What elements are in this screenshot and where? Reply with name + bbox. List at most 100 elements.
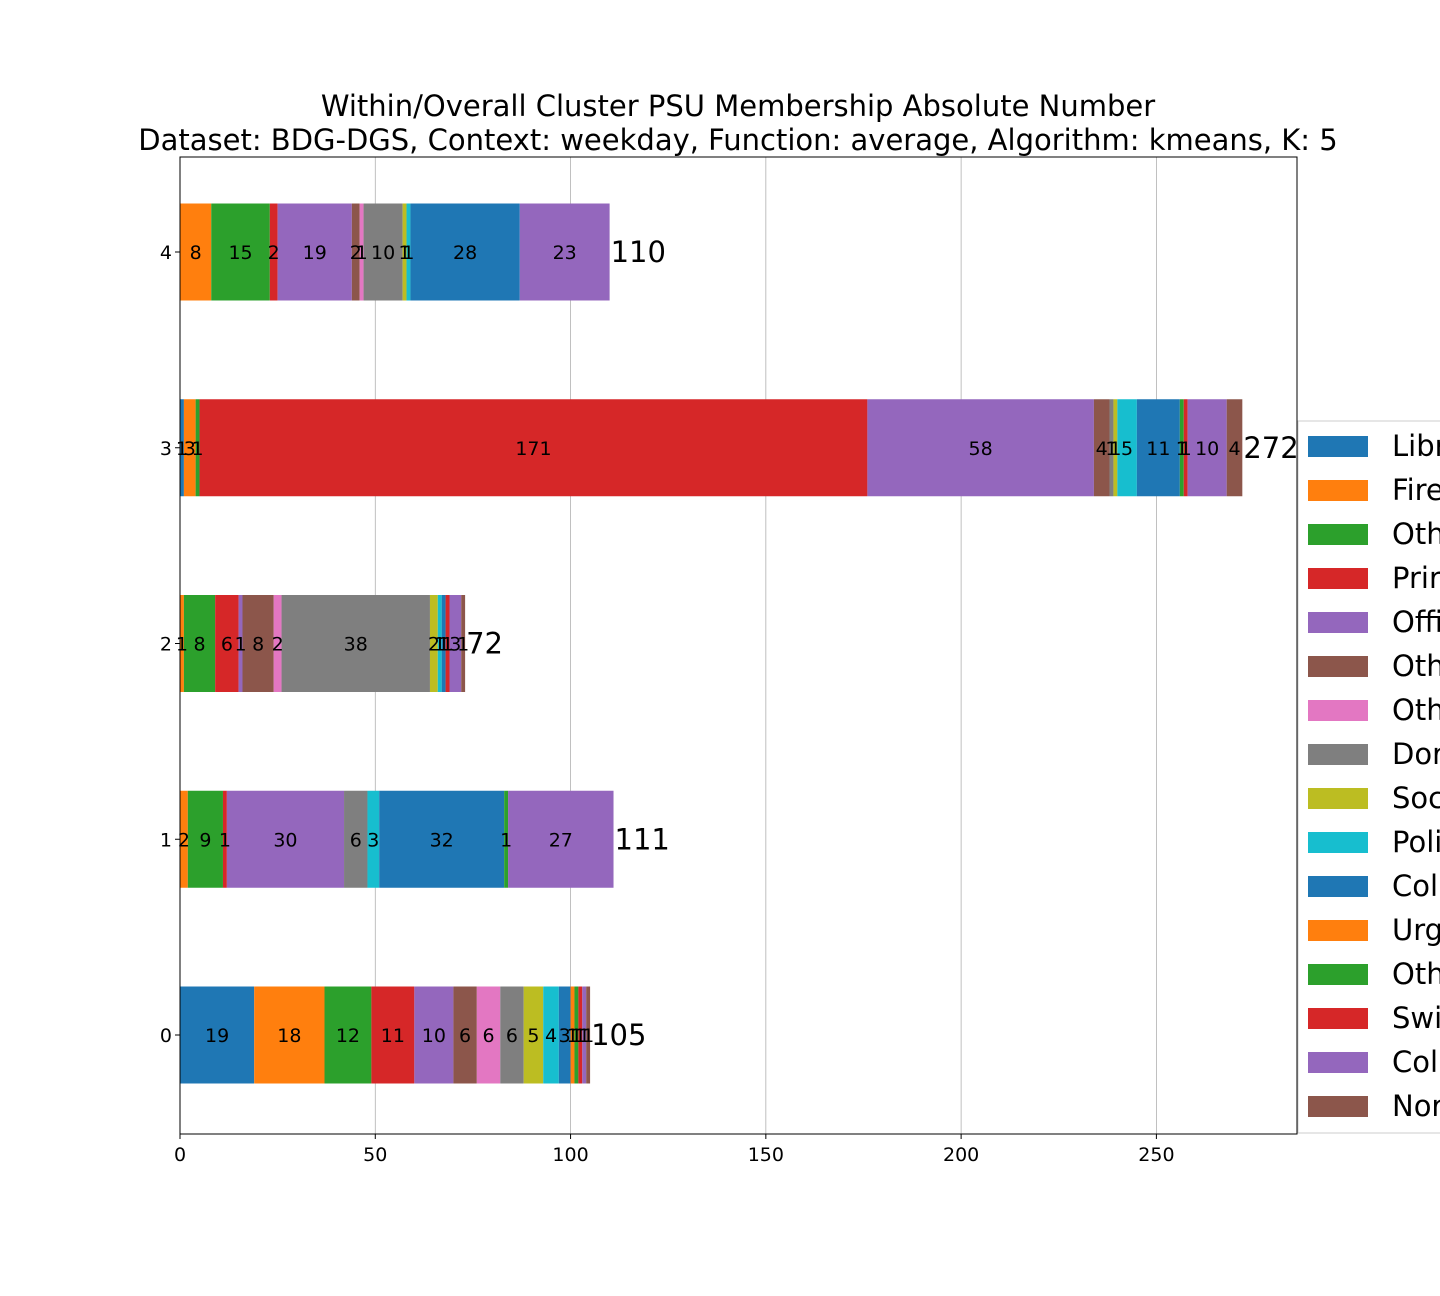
bar-segment	[222, 790, 227, 888]
segment-label: 6	[459, 1025, 471, 1047]
bar-total-label: 110	[611, 235, 666, 269]
bar-segment	[1136, 399, 1180, 497]
legend-swatch	[1308, 524, 1368, 545]
bar-segment	[367, 790, 380, 888]
bar-segment	[441, 595, 446, 692]
chart-title: Within/Overall Cluster PSU Membership Ab…	[321, 89, 1155, 123]
segment-label: 19	[303, 242, 327, 264]
bar-segment	[180, 790, 188, 888]
legend-label: Soc	[1392, 781, 1440, 815]
legend: Libr Fire Oth Prir Offi Oth Oth Dor Soc Poli Col Ur…	[1297, 420, 1440, 1134]
bar-segment	[410, 203, 520, 301]
segment-label: 1	[176, 634, 188, 656]
bar-segment	[215, 595, 239, 692]
bar-segment	[180, 986, 255, 1084]
bar-segment	[183, 595, 216, 692]
segment-label: 3	[449, 634, 461, 656]
x-axis-ticks: 0 50 100 150 200 250	[174, 1134, 1175, 1166]
segment-label: 4	[1228, 438, 1240, 460]
segment-label: 11	[1146, 438, 1170, 460]
segment-label: 8	[190, 242, 202, 264]
plot-frame	[179, 156, 1298, 1135]
y-tick-label: 3	[160, 438, 172, 460]
legend-swatch	[1308, 832, 1368, 853]
x-tick-label: 50	[363, 1144, 387, 1166]
segment-label: 1	[570, 1025, 582, 1047]
bar-segment	[504, 790, 509, 888]
legend-swatch	[1308, 612, 1368, 633]
segment-label: 30	[273, 829, 297, 851]
bar-segment	[351, 203, 360, 301]
bar-segment	[363, 203, 403, 301]
bar-segment	[187, 790, 223, 888]
bar-segment	[324, 986, 372, 1084]
bar-segment	[359, 203, 364, 301]
bar-segment	[371, 986, 415, 1084]
segment-label: 2	[268, 242, 280, 264]
bar-segment	[867, 399, 1094, 497]
legend-label: Poli	[1392, 825, 1440, 859]
bar-segment	[437, 595, 442, 692]
legend-swatch	[1308, 1008, 1368, 1029]
y-tick-label: 1	[160, 829, 172, 851]
legend-swatch	[1308, 744, 1368, 765]
legend-label: Urg	[1392, 913, 1440, 947]
bar-total-label: 111	[615, 822, 670, 856]
segment-label: 1	[234, 634, 246, 656]
y-tick-label: 0	[160, 1025, 172, 1047]
bar-segments	[180, 203, 1243, 1084]
bar-segment	[180, 595, 184, 692]
segment-label: 11	[381, 1025, 405, 1047]
segment-label: 3	[367, 829, 379, 851]
bar-segment	[254, 986, 325, 1084]
segment-label: 2	[178, 829, 190, 851]
segment-label: 2	[428, 634, 440, 656]
x-tick-label: 250	[1138, 1144, 1174, 1166]
segment-label: 171	[515, 438, 551, 460]
segment-label: 1	[438, 634, 450, 656]
segment-label: 8	[252, 634, 264, 656]
legend-label: Oth	[1392, 649, 1440, 683]
bar-segment	[281, 595, 430, 692]
segment-label: 1	[582, 1025, 594, 1047]
legend-label: Oth	[1392, 957, 1440, 991]
legend-swatch	[1308, 700, 1368, 721]
legend-label: Col	[1392, 869, 1438, 903]
bar-segment	[445, 595, 450, 692]
segment-label: 8	[193, 634, 205, 656]
bar-segment	[344, 790, 368, 888]
segment-label: 1	[457, 634, 469, 656]
segment-label: 19	[205, 1025, 229, 1047]
segment-label: 1	[434, 634, 446, 656]
legend-swatch	[1308, 788, 1368, 809]
legend-label: Offi	[1392, 605, 1440, 639]
bar-segment	[508, 790, 614, 888]
segment-label: 1	[176, 438, 188, 460]
segment-label: 1	[1180, 438, 1192, 460]
y-tick-label: 2	[160, 634, 172, 656]
x-tick-label: 100	[552, 1144, 588, 1166]
segment-label: 28	[453, 242, 477, 264]
segment-label: 1	[500, 829, 512, 851]
bar-segment	[574, 986, 579, 1084]
segment-label: 6	[221, 634, 233, 656]
bar-segment	[558, 986, 571, 1084]
legend-label: Prir	[1392, 561, 1440, 595]
legend-swatch	[1308, 436, 1368, 457]
segment-label: 6	[506, 1025, 518, 1047]
bar-segment	[238, 595, 243, 692]
bar-segment	[519, 203, 610, 301]
segment-label: 1	[399, 242, 411, 264]
segment-label: 32	[430, 829, 454, 851]
x-tick-label: 200	[943, 1144, 979, 1166]
segment-label: 1	[1109, 438, 1121, 460]
segment-label: 1	[1105, 438, 1117, 460]
segment-label: 5	[1121, 438, 1133, 460]
bar-segment	[1113, 399, 1118, 497]
bar-segment	[180, 399, 184, 497]
legend-swatch	[1308, 480, 1368, 501]
segment-label: 6	[482, 1025, 494, 1047]
segment-label: 5	[527, 1025, 539, 1047]
